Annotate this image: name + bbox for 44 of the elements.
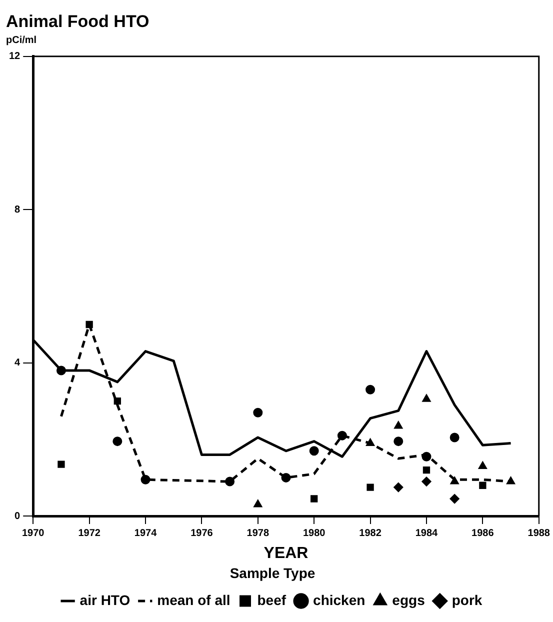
legend-label: mean of all (157, 592, 230, 608)
x-tick-label: 1986 (472, 528, 494, 539)
x-tick-label: 1980 (302, 528, 326, 539)
x-tick-label: 1974 (134, 528, 158, 539)
point (506, 476, 515, 484)
legend-label: chicken (313, 592, 366, 608)
point (478, 461, 487, 469)
legend-label: air HTO (80, 592, 130, 608)
point (254, 500, 262, 508)
chart-title: Animal Food HTO (6, 12, 150, 31)
point (253, 408, 263, 418)
point (450, 494, 460, 504)
x-tick-label: 1988 (528, 528, 550, 539)
point (422, 394, 431, 402)
point (112, 436, 122, 446)
x-tick-label: 1978 (246, 528, 270, 539)
x-tick-label: 1982 (359, 528, 382, 539)
point (58, 460, 65, 468)
x-tick-label: 1984 (415, 528, 438, 539)
y-tick-label: 8 (14, 204, 21, 216)
point (394, 421, 403, 429)
point (422, 476, 432, 486)
point (450, 432, 460, 442)
point (479, 482, 486, 489)
point (309, 446, 319, 456)
point (366, 484, 374, 491)
legend-label: eggs (392, 592, 426, 608)
point (394, 482, 404, 492)
y-tick-label: 0 (14, 510, 21, 522)
y-tick-label: 4 (14, 358, 21, 369)
point (422, 466, 430, 474)
y-tick-label: 12 (9, 51, 21, 62)
legend-label: pork (452, 592, 482, 608)
point (394, 436, 404, 446)
legend-label: beef (257, 592, 286, 608)
point (450, 476, 459, 484)
point (310, 495, 318, 502)
x-tick-label: 1970 (22, 528, 45, 539)
y-axis-title: pCi/ml (6, 35, 37, 46)
x-axis-title: YEAR (264, 545, 309, 562)
x-tick-label: 1972 (78, 528, 101, 539)
legend-title: Sample Type (230, 565, 316, 582)
point (366, 384, 376, 394)
x-tick-label: 1976 (190, 528, 214, 539)
